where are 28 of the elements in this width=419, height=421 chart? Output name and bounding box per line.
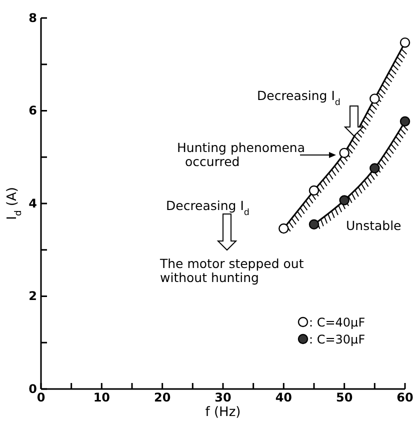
x-tick-label: 30	[214, 390, 232, 405]
annotation: The motor stepped out without hunting	[159, 256, 304, 285]
annotation: Unstable	[346, 218, 402, 233]
x-tick-label: 10	[93, 390, 110, 405]
point	[370, 163, 380, 174]
legend-label: : C=40μF	[309, 316, 366, 330]
legend-label: : C=30μF	[309, 332, 366, 346]
annotation: Decreasing I$_{d}$	[166, 198, 250, 218]
point	[370, 94, 380, 104]
point	[278, 223, 289, 234]
y-tick-label: 6	[28, 104, 37, 118]
annotation: Decreasing I$_{d}$	[257, 88, 340, 108]
x-tick-label: 40	[275, 390, 292, 405]
x-tick-label: 20	[154, 390, 171, 405]
point	[339, 148, 350, 158]
annotation: Hunting phenomena occurred	[177, 140, 306, 169]
point	[308, 185, 320, 196]
point	[339, 195, 350, 206]
x-tick-label: 50	[336, 390, 353, 405]
point	[400, 37, 410, 48]
point	[308, 219, 320, 230]
point	[400, 116, 410, 127]
y-tick-label: 2	[28, 289, 37, 304]
y-tick-label: 0	[28, 382, 37, 396]
x-axis-title: f (Hz)	[205, 405, 241, 420]
y-tick-label: 4	[28, 196, 37, 210]
y-tick-label: 8	[28, 10, 37, 25]
x-tick-label: 60	[396, 390, 414, 405]
